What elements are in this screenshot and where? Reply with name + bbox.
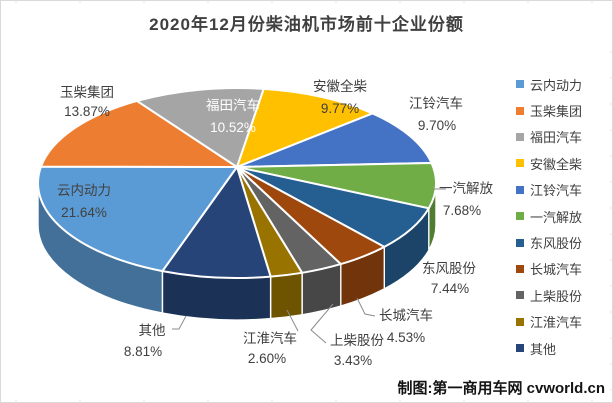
- slice-label-pct-5: 7.68%: [443, 203, 481, 218]
- slice-label-name-2: 福田汽车: [206, 97, 260, 113]
- legend-label-9: 江淮汽车: [530, 315, 583, 331]
- legend-swatch-9: [516, 317, 524, 326]
- legend-label-4: 江铃汽车: [530, 183, 583, 199]
- label-leader-10: [172, 315, 187, 330]
- pie-slice-4: [236, 112, 433, 168]
- legend-swatch-10: [516, 344, 524, 353]
- legend-item-4: 江铃汽车: [516, 177, 582, 203]
- legend-label-0: 云内动力: [530, 77, 583, 93]
- slice-label-name-4: 江铃汽车: [409, 95, 463, 111]
- slice-label-pct-2: 10.52%: [210, 120, 256, 135]
- slice-label-pct-8: 3.43%: [334, 353, 372, 368]
- legend-item-10: 其他: [516, 335, 582, 361]
- pie-slice-2: [136, 87, 265, 168]
- legend-label-10: 其他: [530, 341, 557, 357]
- legend-swatch-8: [516, 291, 524, 300]
- label-leader-8: [310, 303, 334, 344]
- slice-label-name-7: 长城汽车: [379, 307, 433, 323]
- slice-label-pct-7: 4.53%: [387, 330, 425, 345]
- slice-label-pct-9: 2.60%: [248, 351, 286, 366]
- legend-item-7: 长城汽车: [516, 256, 582, 282]
- slice-label-name-8: 上柴股份: [330, 333, 384, 348]
- legend-item-6: 东风股份: [516, 229, 582, 255]
- legend-swatch-4: [516, 185, 524, 194]
- legend-label-8: 上柴股份: [530, 288, 583, 304]
- legend-label-1: 玉柴集团: [530, 104, 583, 120]
- slice-label-pct-1: 13.87%: [64, 104, 110, 119]
- legend-item-8: 上柴股份: [516, 282, 582, 308]
- legend-label-5: 一汽解放: [530, 209, 583, 225]
- legend-item-2: 福田汽车: [516, 124, 582, 150]
- legend-swatch-1: [516, 106, 524, 115]
- slice-label-pct-3: 9.77%: [321, 101, 359, 116]
- slice-label-name-3: 安徽全柴: [313, 78, 367, 94]
- label-leader-7: [356, 297, 376, 317]
- slice-label-pct-4: 9.70%: [418, 118, 456, 133]
- legend-swatch-3: [516, 159, 524, 168]
- legend-swatch-5: [516, 212, 524, 221]
- slice-label-pct-0: 21.64%: [61, 205, 107, 220]
- credit-line: 制图:第一商用车网 cvworld.cn: [397, 380, 605, 397]
- legend-swatch-2: [516, 132, 524, 141]
- legend-label-2: 福田汽车: [530, 130, 583, 146]
- slice-label-name-0: 云内动力: [57, 183, 111, 198]
- legend-item-1: 玉柴集团: [516, 97, 582, 123]
- legend-swatch-0: [516, 80, 524, 89]
- legend-label-6: 东风股份: [530, 236, 583, 252]
- legend-item-9: 江淮汽车: [516, 309, 582, 335]
- slice-label-name-6: 东风股份: [422, 261, 476, 276]
- legend-item-5: 一汽解放: [516, 203, 582, 229]
- legend: 云内动力玉柴集团福田汽车安徽全柴江铃汽车一汽解放东风股份长城汽车上柴股份江淮汽车…: [516, 71, 582, 361]
- chart-title: 2020年12月份柴油机市场前十企业份额: [149, 15, 464, 34]
- slice-label-name-10: 其他: [139, 323, 166, 338]
- slice-label-name-5: 一汽解放: [439, 181, 493, 196]
- pie-wall-9: [269, 272, 303, 320]
- pie-slice-3: [236, 87, 374, 168]
- legend-swatch-7: [516, 264, 524, 273]
- legend-swatch-6: [516, 238, 524, 247]
- slice-label-pct-6: 7.44%: [431, 281, 469, 296]
- label-leader-9: [286, 309, 299, 332]
- pie-slice-10: [161, 166, 272, 279]
- pie-slice-0: [37, 165, 238, 273]
- legend-label-3: 安徽全柴: [530, 156, 583, 172]
- pie-slice-1: [40, 99, 238, 168]
- slice-label-name-1: 玉柴集团: [60, 85, 114, 100]
- legend-label-7: 长城汽车: [530, 262, 583, 278]
- slice-label-name-9: 江淮汽车: [243, 330, 297, 346]
- legend-item-0: 云内动力: [516, 71, 582, 97]
- legend-item-3: 安徽全柴: [516, 150, 582, 176]
- slice-label-pct-10: 8.81%: [124, 344, 162, 359]
